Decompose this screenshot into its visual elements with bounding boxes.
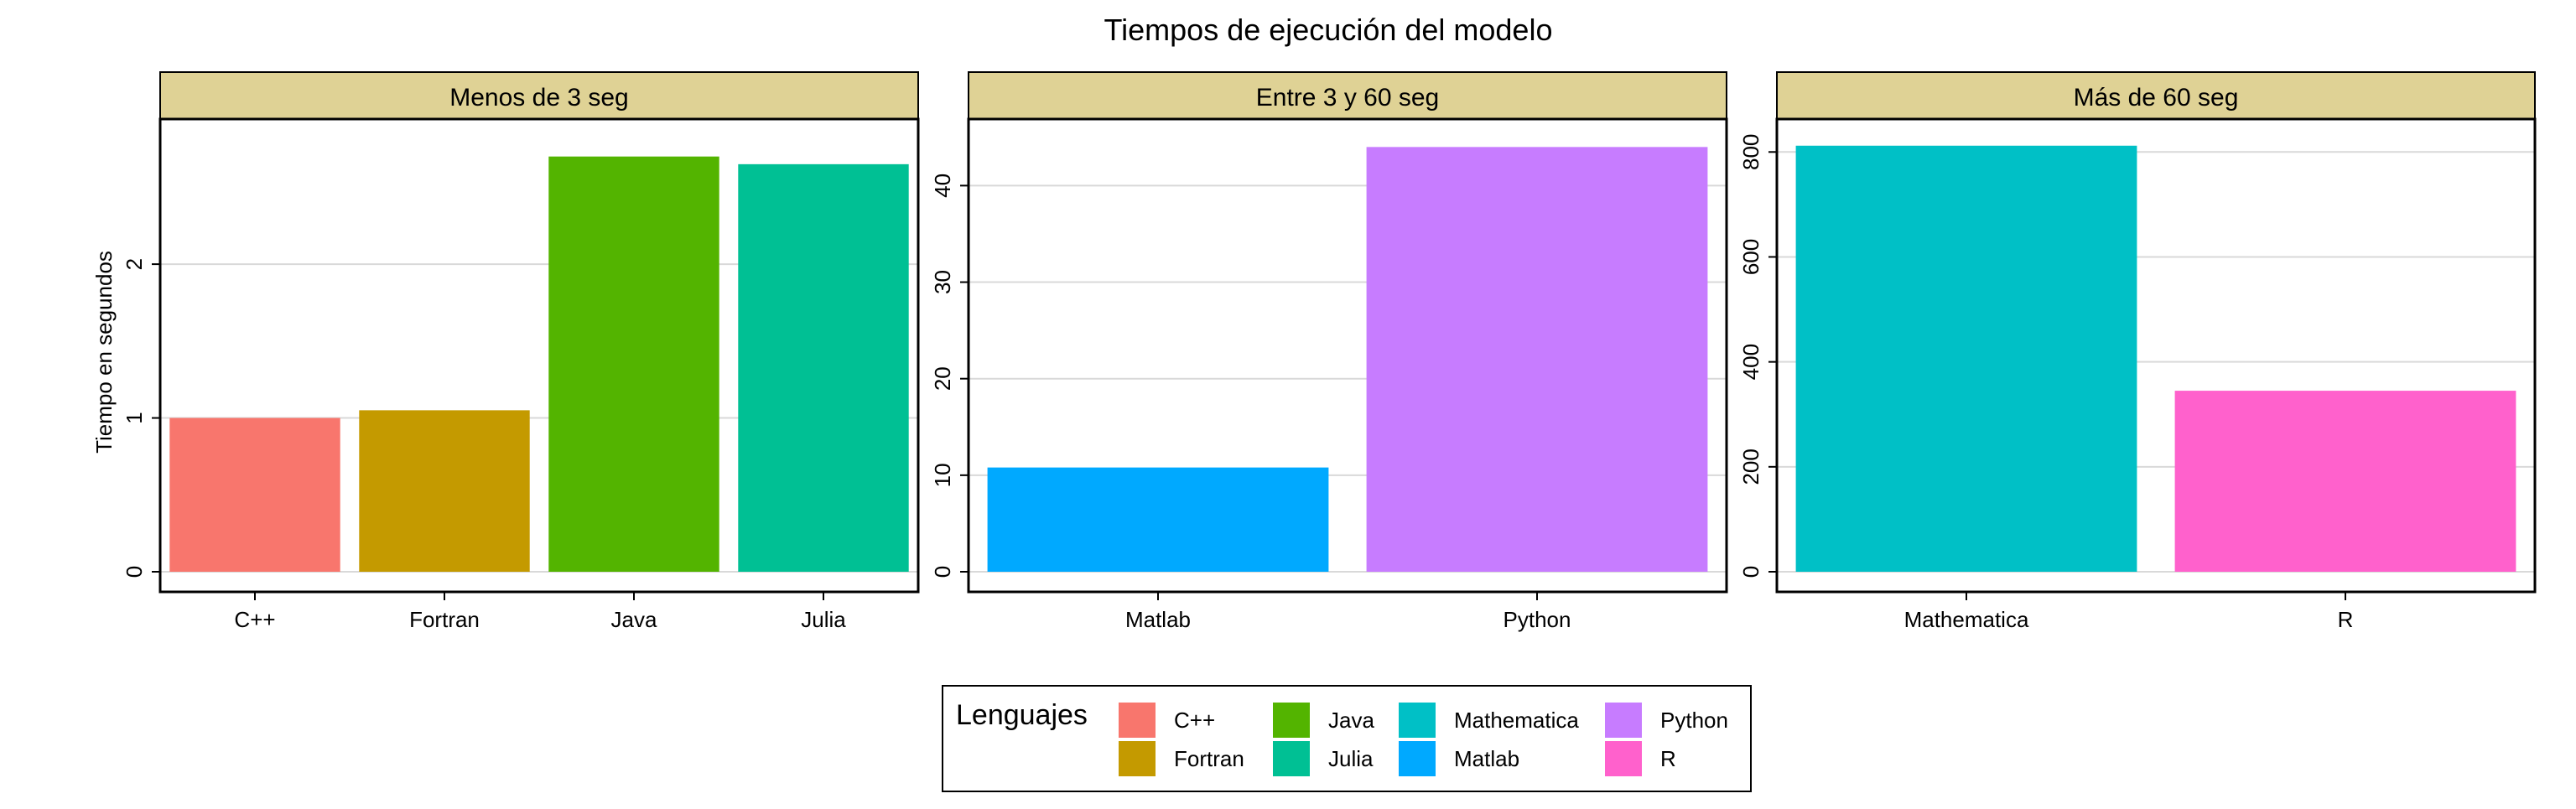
bar-mathematica	[1795, 145, 2137, 573]
panel-border	[967, 117, 1728, 594]
legend-label: Julia	[1328, 746, 1374, 771]
y-tick-label: 20	[930, 366, 955, 391]
legend-entry-cplusplus: C++	[1119, 703, 1215, 738]
y-tick-label: 10	[930, 463, 955, 487]
x-tick-label: Julia	[801, 607, 846, 632]
y-tick-label: 1	[122, 412, 147, 423]
y-axis-label: Tiempo en segundos	[91, 251, 117, 454]
legend-label: C++	[1174, 708, 1215, 733]
legend-entry-mathematica: Mathematica	[1399, 703, 1579, 738]
legend-label: Python	[1660, 708, 1728, 733]
legend-entry-matlab: Matlab	[1399, 741, 1519, 776]
y-tick-label: 2	[122, 258, 147, 270]
x-tick-label: Java	[611, 607, 657, 632]
y-tick-label: 0	[930, 566, 955, 578]
y-tick-label: 0	[1738, 566, 1763, 578]
legend-entry-python: Python	[1605, 703, 1728, 738]
facet-panels: Menos de 3 seg C++ Fortran Java Julia 0 1 2 Entr…	[122, 71, 2537, 632]
legend-entry-julia: Julia	[1273, 741, 1374, 776]
panel-m-s-de-60-seg: Más de 60 seg Mathematica R 0 200 400 600 800	[1738, 71, 2537, 632]
y-tick-label: 400	[1738, 344, 1763, 380]
bar-matlab	[987, 467, 1329, 572]
y-tick-label: 800	[1738, 134, 1763, 170]
panel-strip	[968, 71, 1727, 120]
chart-title: Tiempos de ejecución del modelo	[1104, 13, 1553, 47]
legend-label: Java	[1328, 708, 1374, 733]
legend-label: Matlab	[1454, 746, 1519, 771]
y-tick-label: 30	[930, 270, 955, 294]
legend-swatch	[1119, 703, 1156, 738]
panel-border	[158, 117, 920, 594]
y-tick-label: 0	[122, 566, 147, 578]
bar-r	[2174, 391, 2516, 572]
legend-swatch	[1399, 741, 1436, 776]
legend-swatch	[1273, 703, 1310, 738]
x-tick-label: Matlab	[1125, 607, 1191, 632]
legend-label: Fortran	[1174, 746, 1244, 771]
bar-java	[548, 156, 719, 573]
x-tick-label: C++	[234, 607, 275, 632]
x-tick-label: Fortran	[409, 607, 480, 632]
bar-cplusplus	[169, 417, 340, 572]
legend-entry-java: Java	[1273, 703, 1374, 738]
panel-strip	[159, 71, 919, 120]
legend-label: Mathematica	[1454, 708, 1579, 733]
bar-python	[1366, 147, 1708, 573]
legend-swatch	[1119, 741, 1156, 776]
legend-swatch	[1273, 741, 1310, 776]
legend-entry-r: R	[1605, 741, 1676, 776]
y-tick-label: 200	[1738, 449, 1763, 485]
panel-border	[1775, 117, 2537, 594]
x-tick-label: Python	[1504, 607, 1571, 632]
panel-entre-3-y-60-seg: Entre 3 y 60 seg Matlab Python 0 10 20 30 40	[930, 71, 1728, 632]
panel-strip	[1776, 71, 2536, 120]
bar-fortran	[359, 410, 530, 572]
legend-swatch	[1605, 741, 1642, 776]
panel-menos-de-3-seg: Menos de 3 seg C++ Fortran Java Julia 0 1 2	[122, 71, 920, 632]
legend-title: Lenguajes	[956, 699, 1088, 731]
legend-label: R	[1660, 746, 1676, 771]
panel-strip-label: Entre 3 y 60 seg	[1256, 84, 1439, 111]
legend-swatch	[1399, 703, 1436, 738]
legend: Lenguajes C++ Fortran Java Julia Mathematica M…	[942, 685, 1752, 792]
x-tick-label: Mathematica	[1904, 607, 2029, 632]
bar-julia	[738, 163, 909, 573]
panel-strip-label: Menos de 3 seg	[449, 84, 628, 111]
x-tick-label: R	[2338, 607, 2354, 632]
legend-entry-fortran: Fortran	[1119, 741, 1244, 776]
y-tick-label: 600	[1738, 239, 1763, 275]
panel-strip-label: Más de 60 seg	[2074, 84, 2239, 111]
y-tick-label: 40	[930, 174, 955, 198]
legend-swatch	[1605, 703, 1642, 738]
